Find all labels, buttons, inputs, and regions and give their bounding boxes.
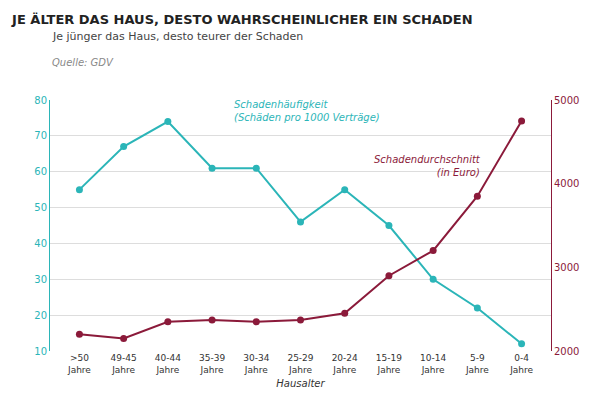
svg-text:40: 40: [34, 238, 47, 249]
svg-text:30-34Jahre: 30-34Jahre: [243, 353, 269, 375]
svg-text:2000: 2000: [554, 346, 579, 357]
svg-text:30: 30: [34, 274, 47, 285]
svg-text:20-24Jahre: 20-24Jahre: [332, 353, 358, 375]
svg-text:35-39Jahre: 35-39Jahre: [199, 353, 225, 375]
svg-text:40-44Jahre: 40-44Jahre: [155, 353, 181, 375]
svg-text:5000: 5000: [554, 95, 579, 106]
svg-text:JE ÄLTER DAS HAUS, DESTO WAHRS: JE ÄLTER DAS HAUS, DESTO WAHRSCHEINLICHE…: [11, 12, 472, 27]
svg-text:Je jünger das Haus, desto teur: Je jünger das Haus, desto teurer der Sch…: [52, 30, 303, 43]
svg-text:>50Jahre: >50Jahre: [67, 353, 91, 375]
svg-text:3000: 3000: [554, 262, 579, 273]
svg-text:Hausalter: Hausalter: [276, 378, 325, 389]
svg-text:4000: 4000: [554, 178, 579, 189]
svg-text:20: 20: [34, 310, 47, 321]
svg-text:Quelle: GDV: Quelle: GDV: [52, 57, 114, 68]
svg-text:Schadendurchschnitt(in Euro): Schadendurchschnitt(in Euro): [374, 154, 481, 178]
svg-text:5-9Jahre: 5-9Jahre: [465, 353, 489, 375]
svg-text:49-45Jahre: 49-45Jahre: [111, 353, 137, 375]
svg-text:Schadenhäufigkeit(Schäden pro: Schadenhäufigkeit(Schäden pro 1000 Vertr…: [234, 99, 380, 123]
svg-text:50: 50: [34, 202, 47, 213]
svg-text:10: 10: [34, 346, 47, 357]
svg-text:70: 70: [34, 130, 47, 141]
svg-text:80: 80: [34, 95, 47, 106]
svg-text:15-19Jahre: 15-19Jahre: [376, 353, 402, 375]
svg-text:60: 60: [34, 166, 47, 177]
svg-text:10-14Jahre: 10-14Jahre: [420, 353, 446, 375]
svg-text:0-4Jahre: 0-4Jahre: [509, 353, 533, 375]
svg-text:25-29Jahre: 25-29Jahre: [287, 353, 313, 375]
